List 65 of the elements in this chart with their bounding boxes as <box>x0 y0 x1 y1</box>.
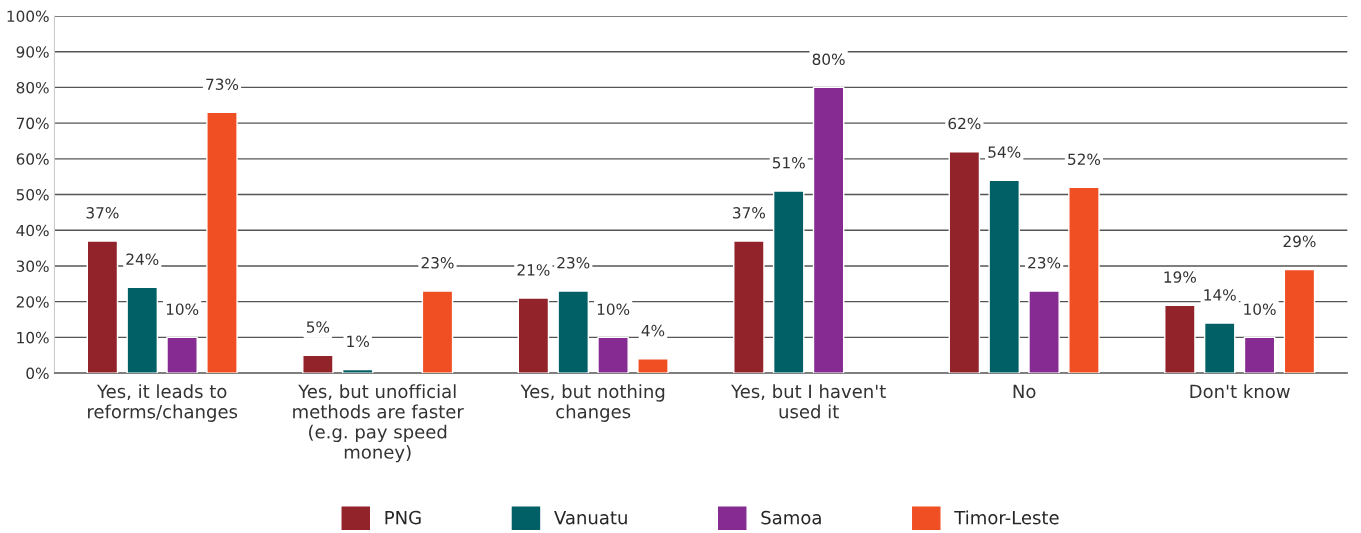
bar <box>1243 336 1276 374</box>
x-tick-label: Yes, but I haven't used it <box>731 384 886 419</box>
data-label: 19% <box>1164 271 1196 283</box>
bar <box>86 240 119 374</box>
x-tick-label: Yes, but unofficial methods are faster (e.g. pay speed money) <box>293 384 464 463</box>
y-tick-label: 50% <box>16 189 49 201</box>
y-tick-label: 70% <box>16 117 49 130</box>
data-label: 5% <box>306 321 330 333</box>
data-label: 24% <box>126 253 159 265</box>
bar <box>948 150 981 374</box>
data-label: 37% <box>733 207 765 219</box>
bar <box>557 290 590 374</box>
bar <box>1203 322 1236 374</box>
bar <box>1028 290 1060 374</box>
x-tick-label: Yes, it leads to reforms/changes <box>88 384 238 422</box>
bar <box>988 179 1020 374</box>
bar <box>341 368 374 374</box>
bar <box>302 354 334 374</box>
data-label: 21% <box>517 264 550 276</box>
data-label: 37% <box>86 207 119 219</box>
data-label: 80% <box>812 53 845 66</box>
data-label: 23% <box>1028 257 1061 269</box>
bar <box>1068 186 1100 374</box>
x-tick-label: Yes, but nothing changes <box>520 384 665 422</box>
legend-label: Vanuatu <box>554 511 627 525</box>
bar <box>812 86 845 374</box>
data-label: 23% <box>557 257 590 269</box>
bar <box>597 336 629 374</box>
data-label: 1% <box>347 335 370 348</box>
y-tick-label: 40% <box>16 224 49 237</box>
legend-label: Samoa <box>761 510 821 525</box>
data-label: 62% <box>948 117 981 130</box>
y-tick-label: 80% <box>16 81 49 94</box>
data-label: 29% <box>1283 235 1316 248</box>
bar <box>1283 268 1316 374</box>
bar <box>733 240 765 374</box>
y-tick-label: 10% <box>17 331 49 344</box>
y-tick-label: 100% <box>7 10 49 23</box>
y-tick-label: 0% <box>26 367 49 380</box>
bar <box>206 111 238 374</box>
x-tick-label: Don't know <box>1190 384 1290 399</box>
y-tick-label: 20% <box>16 296 49 308</box>
y-tick-label: 30% <box>16 260 49 272</box>
bar <box>421 290 454 374</box>
legend-label: Timor-Leste <box>954 510 1059 525</box>
y-tick-label: 60% <box>16 153 49 165</box>
data-label: 10% <box>1244 303 1276 315</box>
bar <box>1164 304 1196 374</box>
x-tick-label: No <box>1013 384 1036 399</box>
y-tick-label: 90% <box>16 46 49 58</box>
data-label: 10% <box>597 303 630 315</box>
bar <box>772 190 805 374</box>
data-label: 54% <box>988 146 1021 158</box>
data-label: 14% <box>1204 289 1236 301</box>
data-label: 23% <box>421 257 454 269</box>
legend-label: PNG <box>385 510 421 525</box>
bar <box>637 358 669 374</box>
data-label: 4% <box>641 324 665 337</box>
data-label: 51% <box>772 157 805 169</box>
bar <box>517 297 550 374</box>
data-label: 10% <box>166 303 199 315</box>
data-label: 73% <box>206 78 239 91</box>
data-label: 52% <box>1068 153 1101 165</box>
bar <box>126 286 159 374</box>
bar <box>166 336 198 374</box>
